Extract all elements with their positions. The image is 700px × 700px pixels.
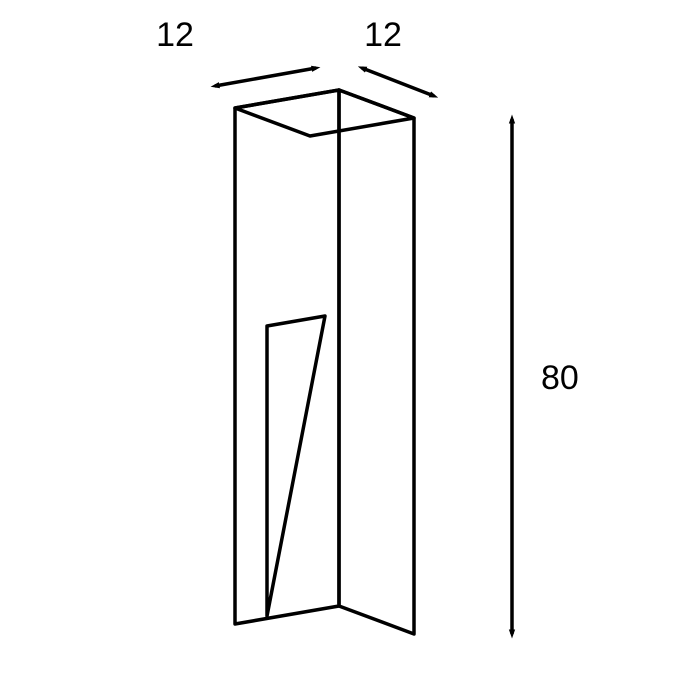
dimension-drawing: 12 12 80 [0, 0, 700, 700]
dimension-width-right: 12 [362, 16, 434, 96]
dimension-width-left-label: 12 [156, 16, 194, 54]
pillar-object [235, 90, 414, 634]
dimension-height-label: 80 [541, 359, 579, 397]
cutout-triangle [267, 316, 325, 616]
dimension-width-left: 12 [156, 16, 316, 86]
dimension-height: 80 [512, 119, 579, 634]
dimension-width-right-label: 12 [364, 16, 402, 54]
right-face [339, 90, 414, 634]
front-face [235, 90, 339, 624]
top-face [235, 90, 414, 136]
